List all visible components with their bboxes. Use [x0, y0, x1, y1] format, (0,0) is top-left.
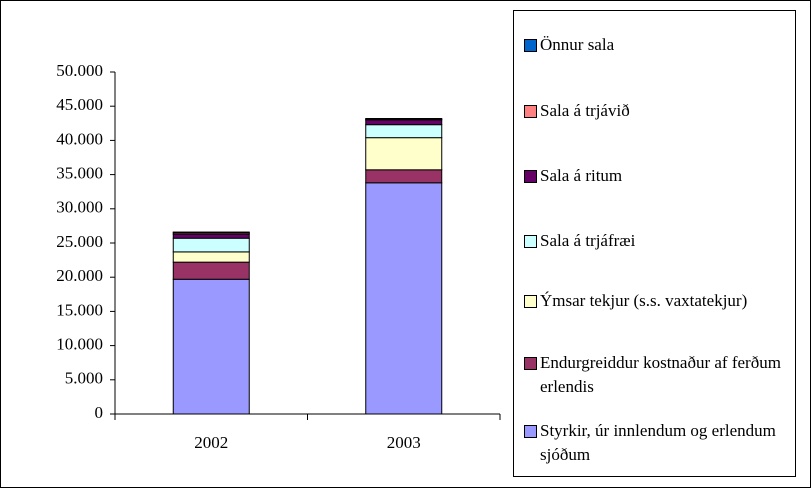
bar-segment: [172, 231, 250, 234]
legend-item: Styrkir, úr innlendum og erlendum sjóðum: [524, 419, 786, 467]
bar-segment: [172, 278, 250, 415]
bar-segment: [365, 118, 443, 120]
legend-item: Sala á trjáfræi: [524, 229, 786, 253]
legend-swatch: [524, 357, 537, 370]
bar-segment: [172, 261, 250, 280]
legend-item: Sala á trjávið: [524, 99, 786, 123]
legend-swatch: [524, 235, 537, 248]
y-tick-label: 25.000: [56, 232, 103, 251]
y-tick-label: 10.000: [56, 335, 103, 354]
legend-label: Sala á ritum: [540, 166, 623, 185]
y-tick-label: 50.000: [56, 61, 103, 80]
legend-label: Önnur sala: [540, 35, 615, 54]
bar-segment: [172, 251, 250, 263]
bar-segment: [365, 124, 443, 139]
legend-label: Sala á trjávið: [540, 101, 630, 120]
legend-label: Ýmsar tekjur (s.s. vaxtatekjur): [540, 291, 748, 310]
y-tick-label: 20.000: [56, 266, 103, 285]
bar-segment: [365, 119, 443, 126]
legend-swatch: [524, 105, 537, 118]
legend-swatch: [524, 295, 537, 308]
legend-swatch: [524, 425, 537, 438]
x-tick-label: 2002: [194, 433, 228, 452]
y-tick-label: 45.000: [56, 95, 103, 114]
y-tick-label: 40.000: [56, 129, 103, 148]
legend-swatch: [524, 39, 537, 52]
legend-label: Endurgreiddur kostnaður af ferðum erlend…: [540, 353, 781, 396]
y-tick-label: 15.000: [56, 300, 103, 319]
bar-segment: [365, 137, 443, 171]
legend-item: Önnur sala: [524, 33, 786, 57]
y-tick-label: 5.000: [65, 369, 103, 388]
legend-item: Ýmsar tekjur (s.s. vaxtatekjur): [524, 289, 786, 313]
bar-segment: [172, 233, 250, 239]
legend-label: Sala á trjáfræi: [540, 231, 636, 250]
y-tick-label: 35.000: [56, 164, 103, 183]
bar-segment: [172, 237, 250, 253]
legend-item: Sala á ritum: [524, 164, 786, 188]
y-tick-label: 30.000: [56, 198, 103, 217]
bar-segment: [365, 169, 443, 184]
legend-swatch: [524, 170, 537, 183]
y-tick-label: 0: [95, 403, 104, 422]
x-tick-label: 2003: [387, 433, 421, 452]
bar-segment: [365, 182, 443, 415]
legend: Önnur sala Sala á trjávið Sala á ritum Sala…: [513, 10, 796, 477]
legend-item: Endurgreiddur kostnaður af ferðum erlend…: [524, 351, 786, 399]
legend-label: Styrkir, úr innlendum og erlendum sjóðum: [540, 421, 776, 464]
